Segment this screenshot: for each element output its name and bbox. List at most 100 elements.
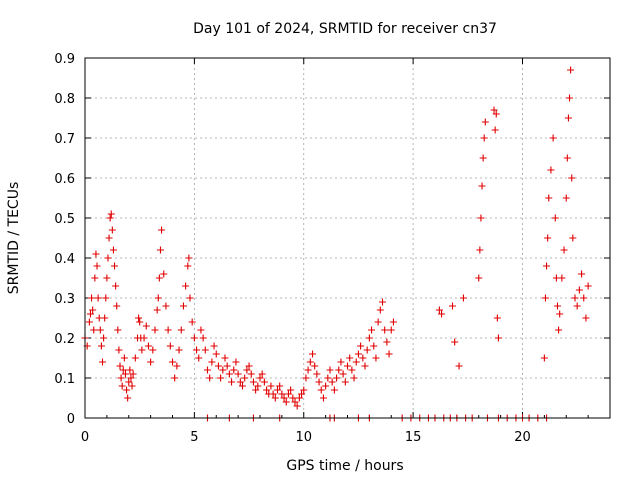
data-point <box>554 302 561 310</box>
data-point <box>179 302 187 310</box>
data-point <box>344 362 351 370</box>
data-point <box>578 270 586 278</box>
data-point <box>354 350 362 358</box>
data-point <box>236 378 244 386</box>
data-point <box>311 362 319 370</box>
data-point <box>556 310 564 318</box>
data-point <box>563 154 571 162</box>
data-point <box>372 354 380 362</box>
data-point <box>287 386 295 394</box>
data-point <box>295 394 303 402</box>
x-tick-label: 0 <box>81 430 89 445</box>
data-point <box>97 342 105 350</box>
data-point <box>319 394 327 402</box>
data-point <box>140 334 148 342</box>
data-point <box>116 362 124 370</box>
data-point <box>239 382 246 390</box>
data-point <box>125 378 133 386</box>
data-point <box>114 326 122 334</box>
data-point <box>267 382 275 390</box>
data-point <box>184 262 192 270</box>
data-point <box>142 322 150 330</box>
data-point <box>135 314 143 322</box>
data-point <box>280 394 288 402</box>
data-point <box>151 326 159 334</box>
data-point <box>545 194 553 202</box>
y-tick-label: 0.2 <box>54 332 75 347</box>
data-point <box>96 326 104 334</box>
data-point <box>186 294 194 302</box>
data-point <box>94 294 102 302</box>
data-point <box>555 326 563 334</box>
data-point <box>291 398 299 406</box>
data-point <box>339 370 347 378</box>
data-point <box>108 226 116 234</box>
data-point <box>455 362 463 370</box>
data-point <box>102 294 110 302</box>
data-point <box>558 274 566 282</box>
data-point <box>128 382 136 390</box>
data-point <box>188 318 196 326</box>
data-point <box>544 234 552 242</box>
data-point <box>241 374 249 382</box>
data-point <box>101 314 109 322</box>
y-tick-label: 0 <box>67 412 75 427</box>
data-point <box>162 302 170 310</box>
data-point <box>274 386 281 394</box>
data-point <box>477 214 485 222</box>
data-point <box>569 234 577 242</box>
data-point <box>217 374 225 382</box>
data-point <box>365 334 373 342</box>
data-point <box>243 366 251 374</box>
data-point <box>368 326 376 334</box>
data-point <box>271 394 279 402</box>
data-point <box>298 390 306 398</box>
data-point <box>376 306 384 314</box>
x-tick-label: 5 <box>190 430 198 445</box>
data-point <box>85 318 93 326</box>
data-point <box>117 374 125 382</box>
data-point <box>306 358 314 366</box>
data-point <box>256 374 264 382</box>
x-tick-label: 20 <box>514 430 531 445</box>
data-point <box>313 370 321 378</box>
data-point <box>304 366 312 374</box>
data-point <box>91 274 99 282</box>
data-point <box>118 382 126 390</box>
y-tick-label: 0.5 <box>54 212 75 227</box>
data-point <box>136 318 144 326</box>
data-point <box>284 390 292 398</box>
data-point <box>263 386 271 394</box>
data-point <box>481 118 489 126</box>
data-point <box>219 366 227 374</box>
data-point <box>169 358 176 366</box>
data-point <box>333 374 341 382</box>
data-point <box>182 282 190 290</box>
data-point <box>317 386 325 394</box>
data-point <box>491 126 499 134</box>
x-tick-label: 15 <box>405 430 422 445</box>
data-point <box>228 378 236 386</box>
data-point <box>166 342 174 350</box>
data-point <box>293 402 301 410</box>
data-point <box>479 154 487 162</box>
data-point <box>103 274 111 282</box>
y-tick-label: 0.7 <box>54 132 75 147</box>
data-point <box>113 302 121 310</box>
data-point <box>381 326 389 334</box>
data-point <box>346 354 354 362</box>
data-point <box>309 350 316 358</box>
data-point <box>480 134 488 142</box>
data-point <box>104 254 112 262</box>
data-point <box>300 386 308 394</box>
data-point <box>330 386 338 394</box>
data-point <box>164 326 172 334</box>
y-tick-label: 0.3 <box>54 292 75 307</box>
data-point <box>337 358 345 366</box>
data-point <box>199 334 207 342</box>
data-point <box>175 346 183 354</box>
data-point <box>475 274 483 282</box>
data-point <box>90 326 98 334</box>
data-point <box>214 362 222 370</box>
